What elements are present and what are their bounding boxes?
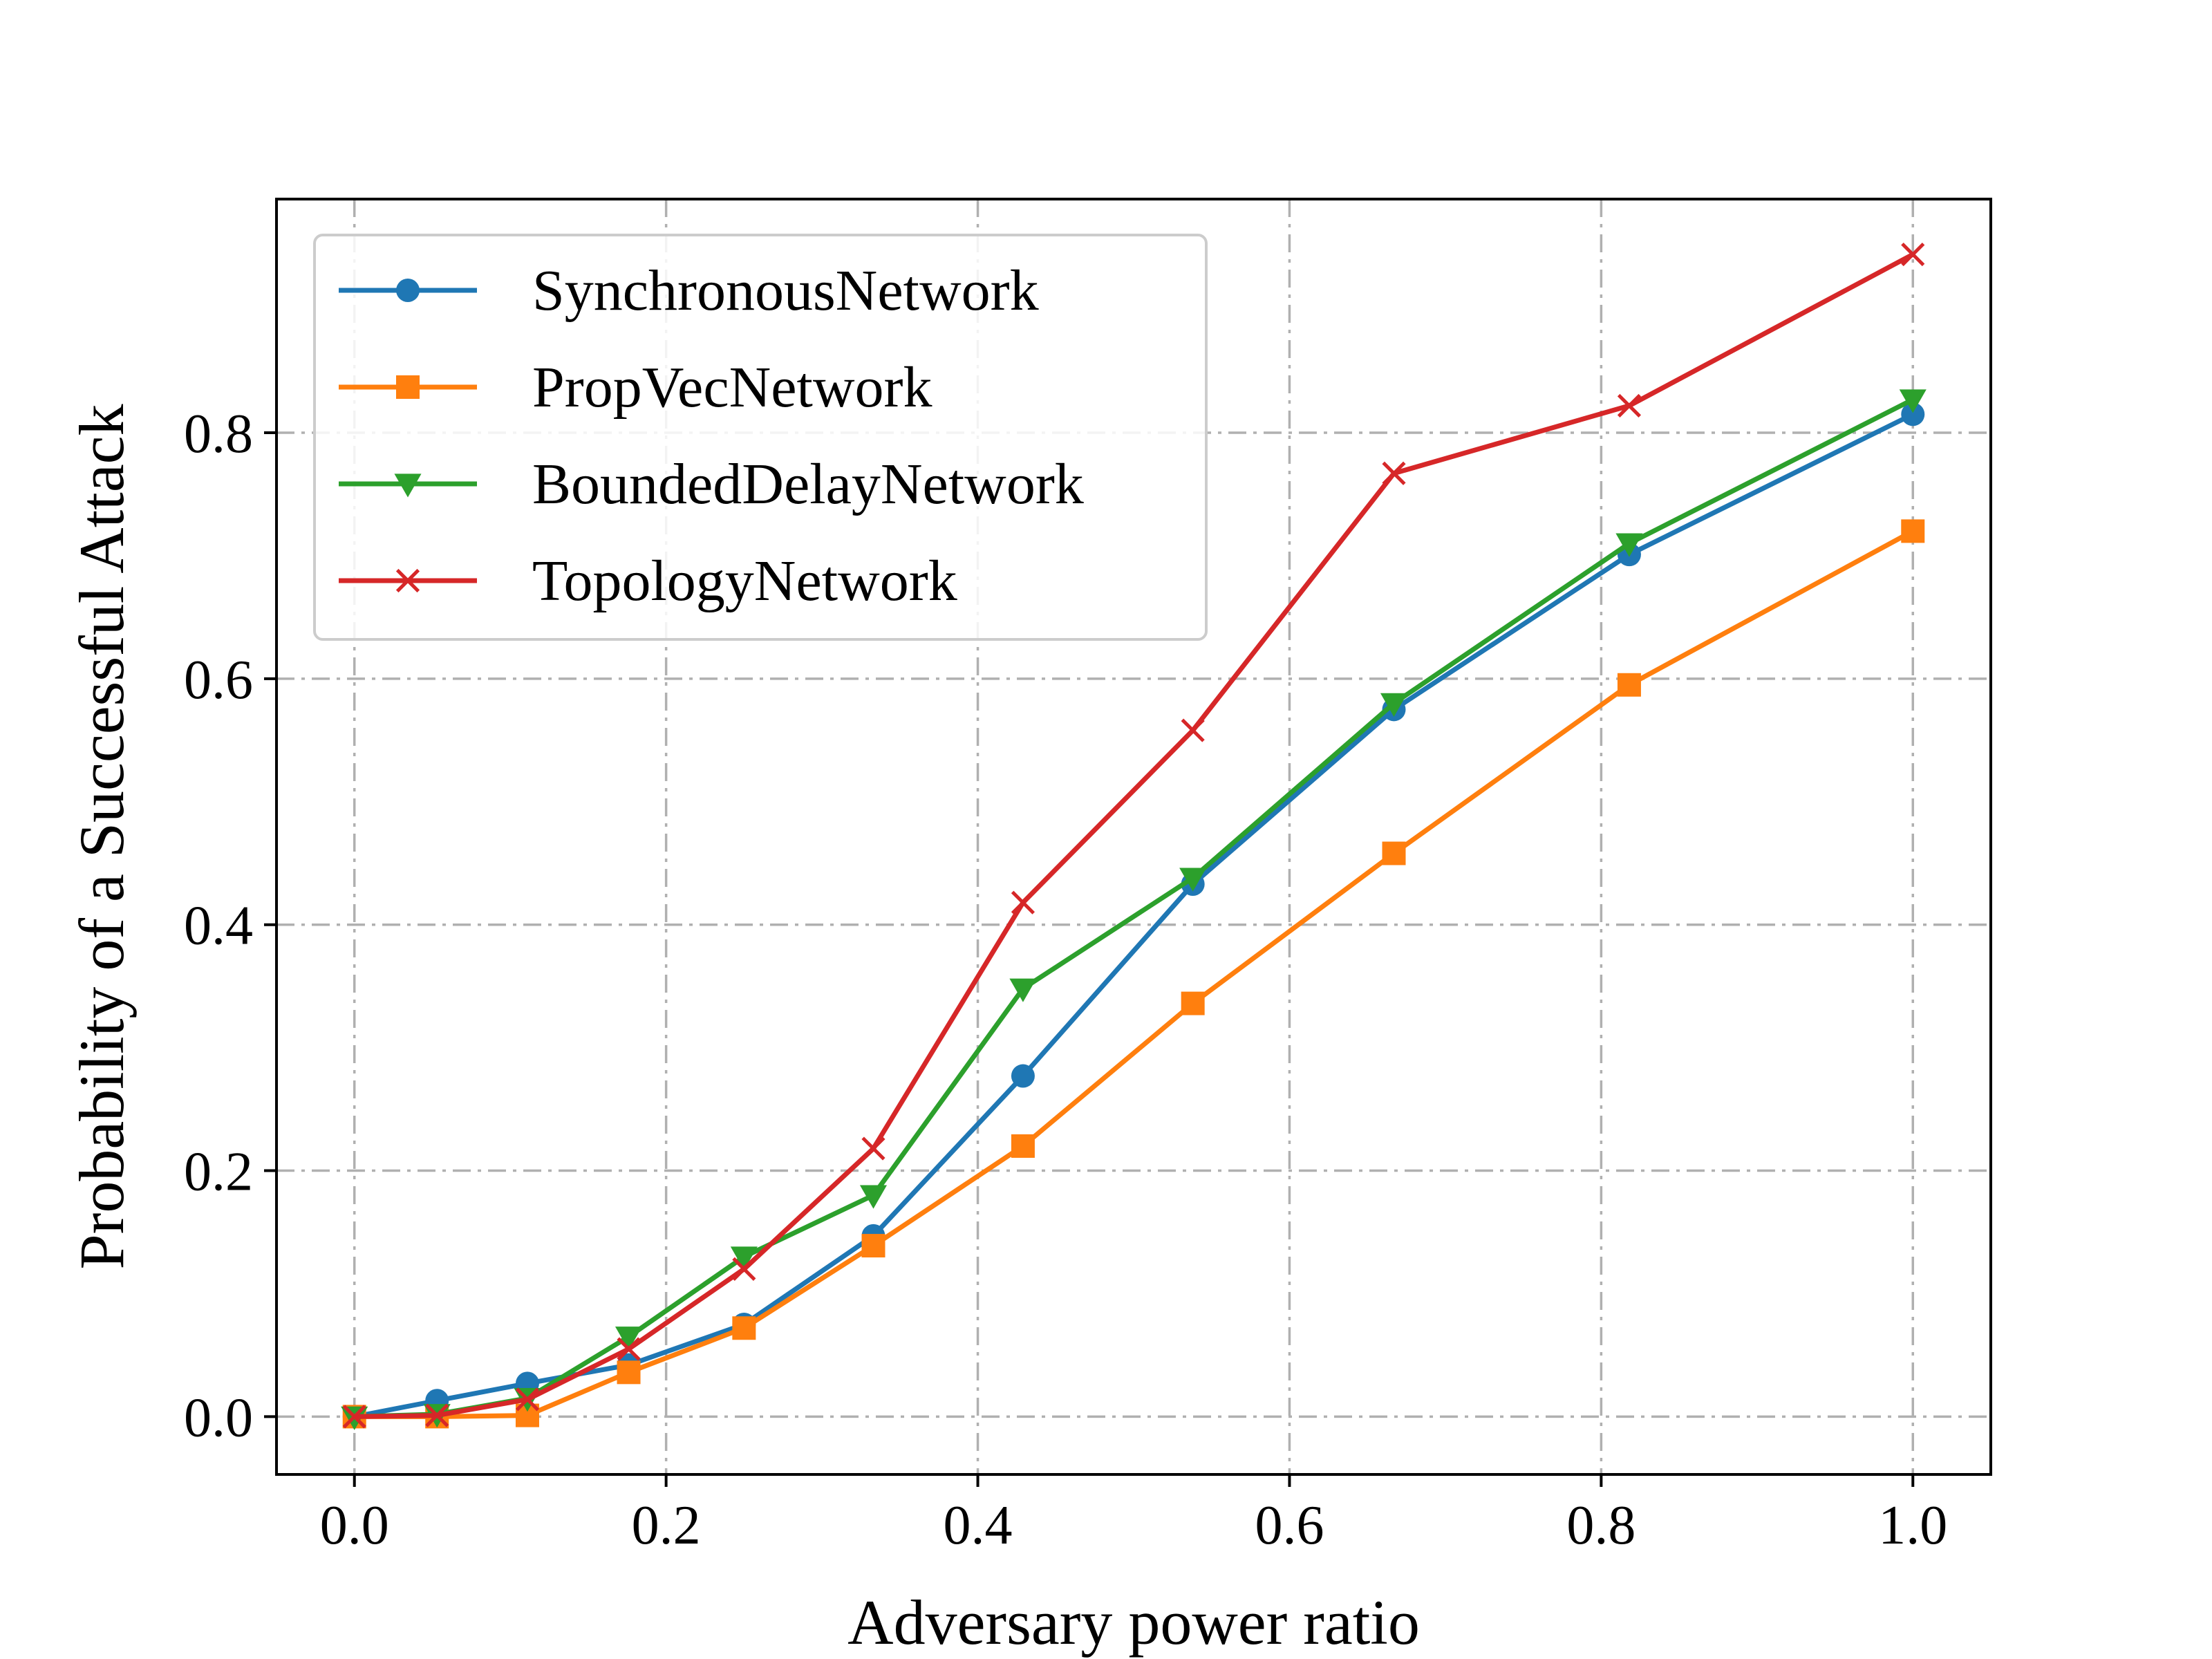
- x-tick-label: 0.8: [1566, 1495, 1635, 1556]
- data-point: [1179, 868, 1207, 892]
- x-axis-ticks: 0.0 0.2 0.4 0.6 0.8 1.0: [320, 1474, 1947, 1556]
- legend-marker: [396, 279, 420, 302]
- data-point: [1011, 890, 1035, 915]
- x-tick-label: 0.0: [320, 1495, 389, 1556]
- data-point: [1617, 673, 1641, 697]
- legend-box: [313, 234, 1208, 641]
- legend-item: BoundedDelayNetwork: [339, 452, 1084, 516]
- x-tick-label: 0.6: [1255, 1495, 1324, 1556]
- series-layer: [341, 242, 1927, 1430]
- data-point: [1617, 393, 1642, 418]
- data-point: [1380, 693, 1408, 718]
- legend-label: PropVecNetwork: [532, 355, 932, 420]
- legend-marker: [395, 568, 420, 593]
- data-point: [1009, 978, 1037, 1002]
- y-axis-ticks: 0.0 0.2 0.4 0.6 0.8: [184, 404, 276, 1448]
- legend-label: SynchronousNetwork: [532, 259, 1039, 323]
- y-axis-label: Probability of a Successful Attack: [66, 404, 137, 1270]
- data-point: [1181, 991, 1205, 1015]
- data-point: [1615, 533, 1643, 557]
- x-tick-label: 0.4: [944, 1495, 1013, 1556]
- data-point: [617, 1337, 641, 1361]
- legend-item: SynchronousNetwork: [339, 259, 1039, 323]
- data-point: [859, 1185, 888, 1209]
- y-tick-label: 0.6: [184, 650, 253, 711]
- data-point: [861, 1136, 885, 1161]
- series-line: [352, 528, 1915, 1419]
- data-point: [1899, 389, 1927, 413]
- data-point: [617, 1360, 641, 1385]
- data-point: [1901, 519, 1925, 543]
- x-tick-label: 1.0: [1878, 1495, 1947, 1556]
- legend: SynchronousNetwork PropVecNetwork BoundedD…: [313, 234, 1208, 641]
- data-point: [1901, 402, 1925, 427]
- legend-marker: [396, 375, 420, 399]
- legend-item: PropVecNetwork: [339, 355, 932, 420]
- data-point: [1382, 461, 1406, 485]
- y-tick-label: 0.0: [184, 1387, 253, 1448]
- data-point: [342, 1405, 366, 1429]
- x-tick-label: 0.2: [632, 1495, 701, 1556]
- y-tick-label: 0.2: [184, 1142, 253, 1203]
- data-point: [615, 1327, 643, 1351]
- x-axis-label: Adversary power ratio: [847, 1587, 1420, 1658]
- legend-marker: [394, 474, 422, 498]
- data-point: [515, 1387, 540, 1412]
- data-point: [730, 1246, 758, 1271]
- data-point: [1011, 1064, 1035, 1088]
- data-point: [732, 1316, 756, 1340]
- data-point: [1901, 242, 1925, 267]
- y-tick-label: 0.8: [184, 404, 253, 465]
- data-point: [1382, 841, 1406, 865]
- series-PropVecNetwork: [342, 519, 1925, 1429]
- data-point: [1011, 1134, 1035, 1158]
- y-tick-label: 0.4: [184, 896, 253, 957]
- data-point: [861, 1234, 885, 1258]
- data-point: [1181, 718, 1205, 742]
- series-TopologyNetwork: [342, 242, 1925, 1429]
- legend-item: TopologyNetwork: [339, 549, 957, 613]
- legend-label: TopologyNetwork: [532, 549, 957, 613]
- data-point: [732, 1257, 756, 1281]
- data-point: [425, 1403, 449, 1427]
- legend-label: BoundedDelayNetwork: [532, 452, 1084, 516]
- plot-area-frame: [275, 198, 1992, 1476]
